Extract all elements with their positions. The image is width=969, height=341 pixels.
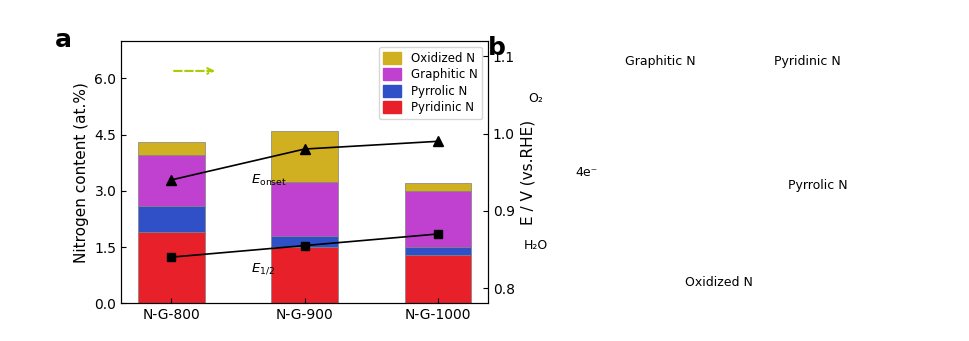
Bar (138, 232, 204, 303)
Text: 4e⁻: 4e⁻ (576, 166, 598, 179)
Text: a: a (55, 28, 72, 52)
Text: Pyridinic N: Pyridinic N (773, 56, 839, 69)
Bar (271, 131, 337, 181)
Text: b: b (487, 36, 505, 60)
Text: Graphitic N: Graphitic N (624, 56, 695, 69)
Bar (404, 247, 471, 255)
Bar (404, 183, 471, 191)
Text: Oxidized N: Oxidized N (684, 276, 752, 289)
Text: $E_{1/2}$: $E_{1/2}$ (251, 261, 275, 276)
Text: Pyrrolic N: Pyrrolic N (788, 179, 847, 192)
Text: H₂O: H₂O (523, 239, 547, 252)
Legend: Oxidized N, Graphitic N, Pyrrolic N, Pyridinic N: Oxidized N, Graphitic N, Pyrrolic N, Pyr… (378, 47, 482, 119)
Bar (138, 155, 204, 206)
Bar (404, 191, 471, 247)
Bar (271, 236, 337, 247)
Bar (271, 247, 337, 303)
Bar (404, 255, 471, 303)
Bar (271, 181, 337, 236)
Y-axis label: E / V (vs.RHE): E / V (vs.RHE) (520, 120, 535, 225)
Y-axis label: Nitrogen content (at.%): Nitrogen content (at.%) (74, 82, 89, 263)
Bar (138, 206, 204, 232)
Bar (138, 142, 204, 155)
Text: $E_{\rm onset}$: $E_{\rm onset}$ (251, 173, 287, 188)
Text: O₂: O₂ (528, 92, 543, 105)
